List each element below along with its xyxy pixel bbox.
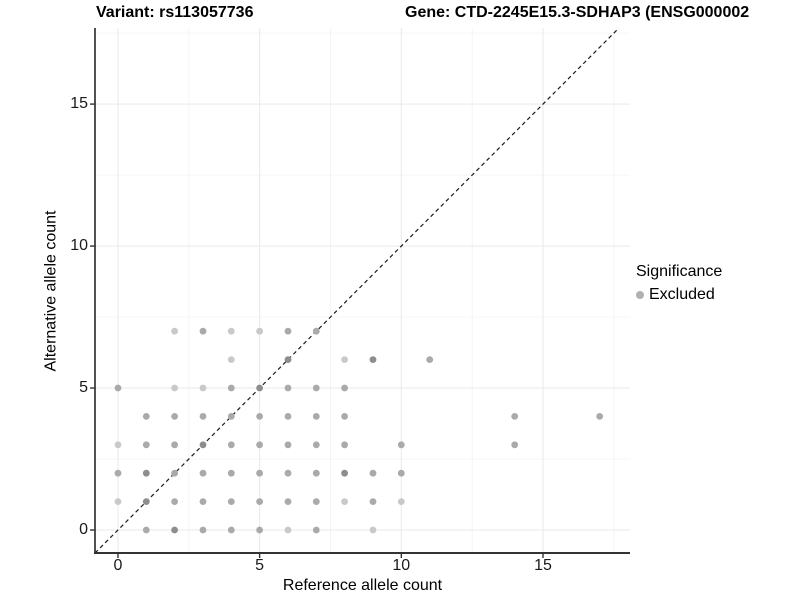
data-point [199,469,207,477]
data-point [397,441,405,449]
data-point [114,498,122,505]
x-tick-label: 15 [534,557,552,574]
data-point [199,413,207,420]
data-point [256,498,263,505]
data-point [171,327,179,335]
data-point [341,356,348,363]
data-point [142,526,150,534]
x-tick-label: 0 [113,557,123,574]
x-tick-label: 5 [255,557,265,574]
gene-title: Gene: CTD-2245E15.3-SDHAP3 (ENSG000002 [405,4,750,21]
data-point [341,498,348,505]
data-point [227,498,235,505]
data-point [284,327,292,335]
data-point [284,469,292,477]
data-point [199,384,207,392]
data-point [227,469,235,477]
identity-line [94,27,620,554]
y-tick-label: 10 [70,237,88,255]
data-point [142,413,150,420]
data-point [284,384,292,392]
data-point [369,356,377,363]
data-point [227,356,235,363]
data-point [312,327,320,335]
data-point [227,526,235,534]
data-point [284,413,292,420]
data-point [171,498,179,505]
y-tick-label: 15 [70,95,88,113]
data-point [312,526,320,534]
data-point [369,498,377,505]
data-point [369,526,377,534]
data-point [312,469,320,477]
data-point [341,469,348,477]
excluded-point-icon [636,291,644,299]
legend-item-excluded: Excluded [636,286,722,304]
legend: Significance Excluded [636,263,722,304]
data-point [227,327,235,335]
data-point [511,413,519,420]
data-point [596,413,604,420]
data-point [256,413,263,420]
data-point [199,498,207,505]
data-point [171,384,179,392]
data-point [171,413,179,420]
data-point [114,384,122,392]
data-point [171,526,179,534]
data-point [171,441,179,449]
data-point [142,441,150,449]
data-point [256,384,263,392]
data-point [171,469,179,477]
data-point [256,526,263,534]
data-point [511,441,519,449]
data-point [114,441,122,449]
data-point [256,441,263,449]
data-point [227,441,235,449]
variant-title: Variant: rs113057736 [96,4,254,21]
y-tick-label: 5 [79,379,88,397]
data-point [199,327,207,335]
data-point [341,384,348,392]
data-point [341,413,348,420]
x-axis-title: Reference allele count [282,577,443,594]
data-point [312,384,320,392]
data-point [284,498,292,505]
data-point [284,356,292,363]
data-point [199,441,207,449]
data-point [341,441,348,449]
data-point [312,413,320,420]
data-point [199,526,207,534]
data-point [142,498,150,505]
data-point [284,526,292,534]
data-point [284,441,292,449]
data-point [397,498,405,505]
data-point [369,469,377,477]
data-point [397,469,405,477]
legend-item-label: Excluded [649,286,715,303]
data-point [227,413,235,420]
data-point [312,441,320,449]
y-tick-label: 0 [79,521,88,538]
data-point [114,469,122,477]
data-point [227,384,235,392]
legend-title: Significance [636,263,723,280]
data-point [312,498,320,505]
x-tick-label: 10 [392,557,411,574]
data-point [256,469,263,477]
data-point [256,327,263,335]
data-point [142,469,150,477]
data-point [426,356,434,363]
